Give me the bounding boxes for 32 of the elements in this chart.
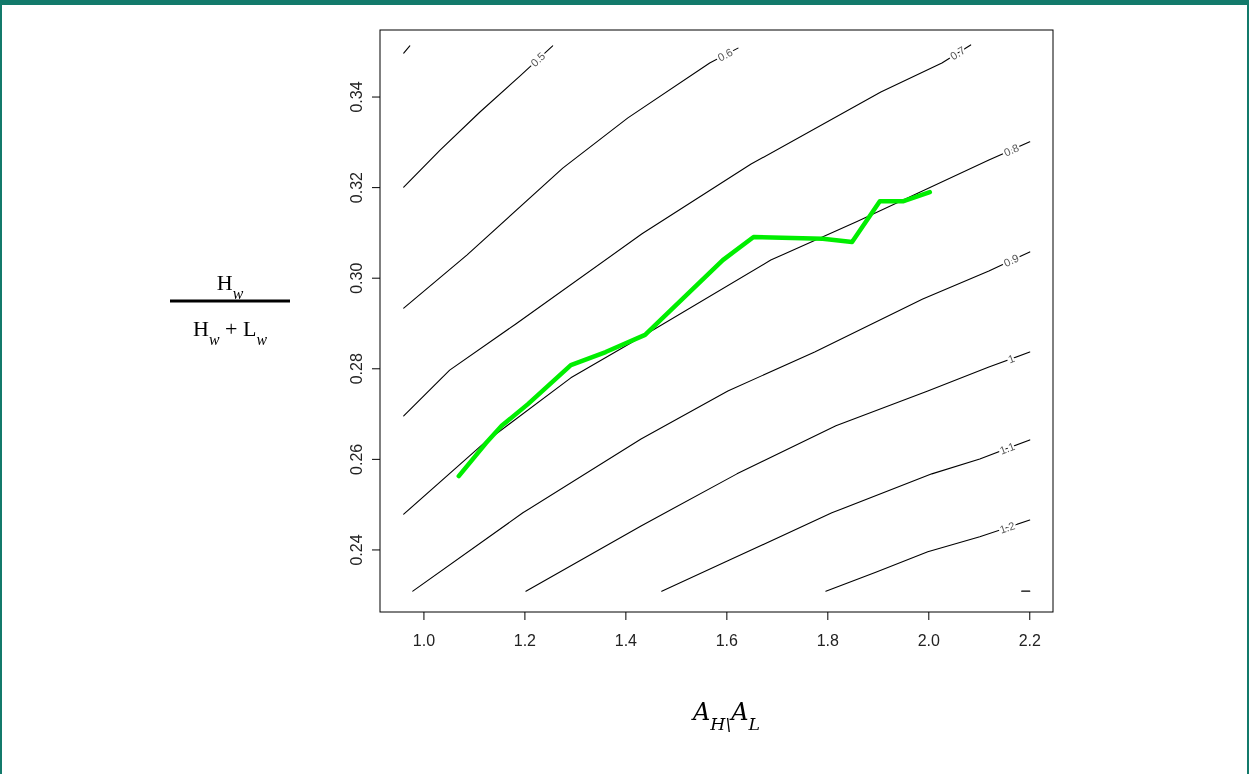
text: 1.1 [997,439,1017,457]
x-axis-title: A$_{H\}$A$_{L}$ [690,698,761,734]
line-series [403,44,972,417]
y-tick-label: 0.30 [347,262,365,294]
y-tick-label: 0.32 [347,171,365,204]
x-tick-label: 1.0 [412,632,436,649]
x-tick-label: 2.0 [917,632,941,649]
text: 0.6 [715,45,735,64]
text: 1 [1006,351,1017,366]
line-series [825,519,1031,592]
text: 0.8 [1001,141,1021,159]
text: H$_{w}$ H$_{w}$ + L$_{w}$ [193,270,267,348]
line-series [525,351,1031,592]
x-tick-label: 1.6 [715,632,739,649]
x-tick-label: 1.2 [513,632,537,649]
y-tick-label: 0.34 [347,81,365,113]
x-tick-label: 2.2 [1018,632,1041,649]
x-tick-label: 1.8 [816,632,840,649]
line-series [403,45,554,188]
text: 0.9 [1001,251,1021,270]
y-tick-label: 0.24 [347,534,365,566]
line-series [661,439,1031,592]
text: 0.5 [528,49,548,69]
line-series [403,47,739,309]
text: 0.7 [948,43,968,63]
line-series [403,141,1031,515]
line-series [456,189,933,479]
y-tick-label: 0.26 [347,443,365,475]
x-tick-label: 1.4 [614,632,638,649]
line-series [412,251,1031,592]
y-tick-label: 0.28 [347,353,365,385]
text: 1.2 [998,519,1017,536]
